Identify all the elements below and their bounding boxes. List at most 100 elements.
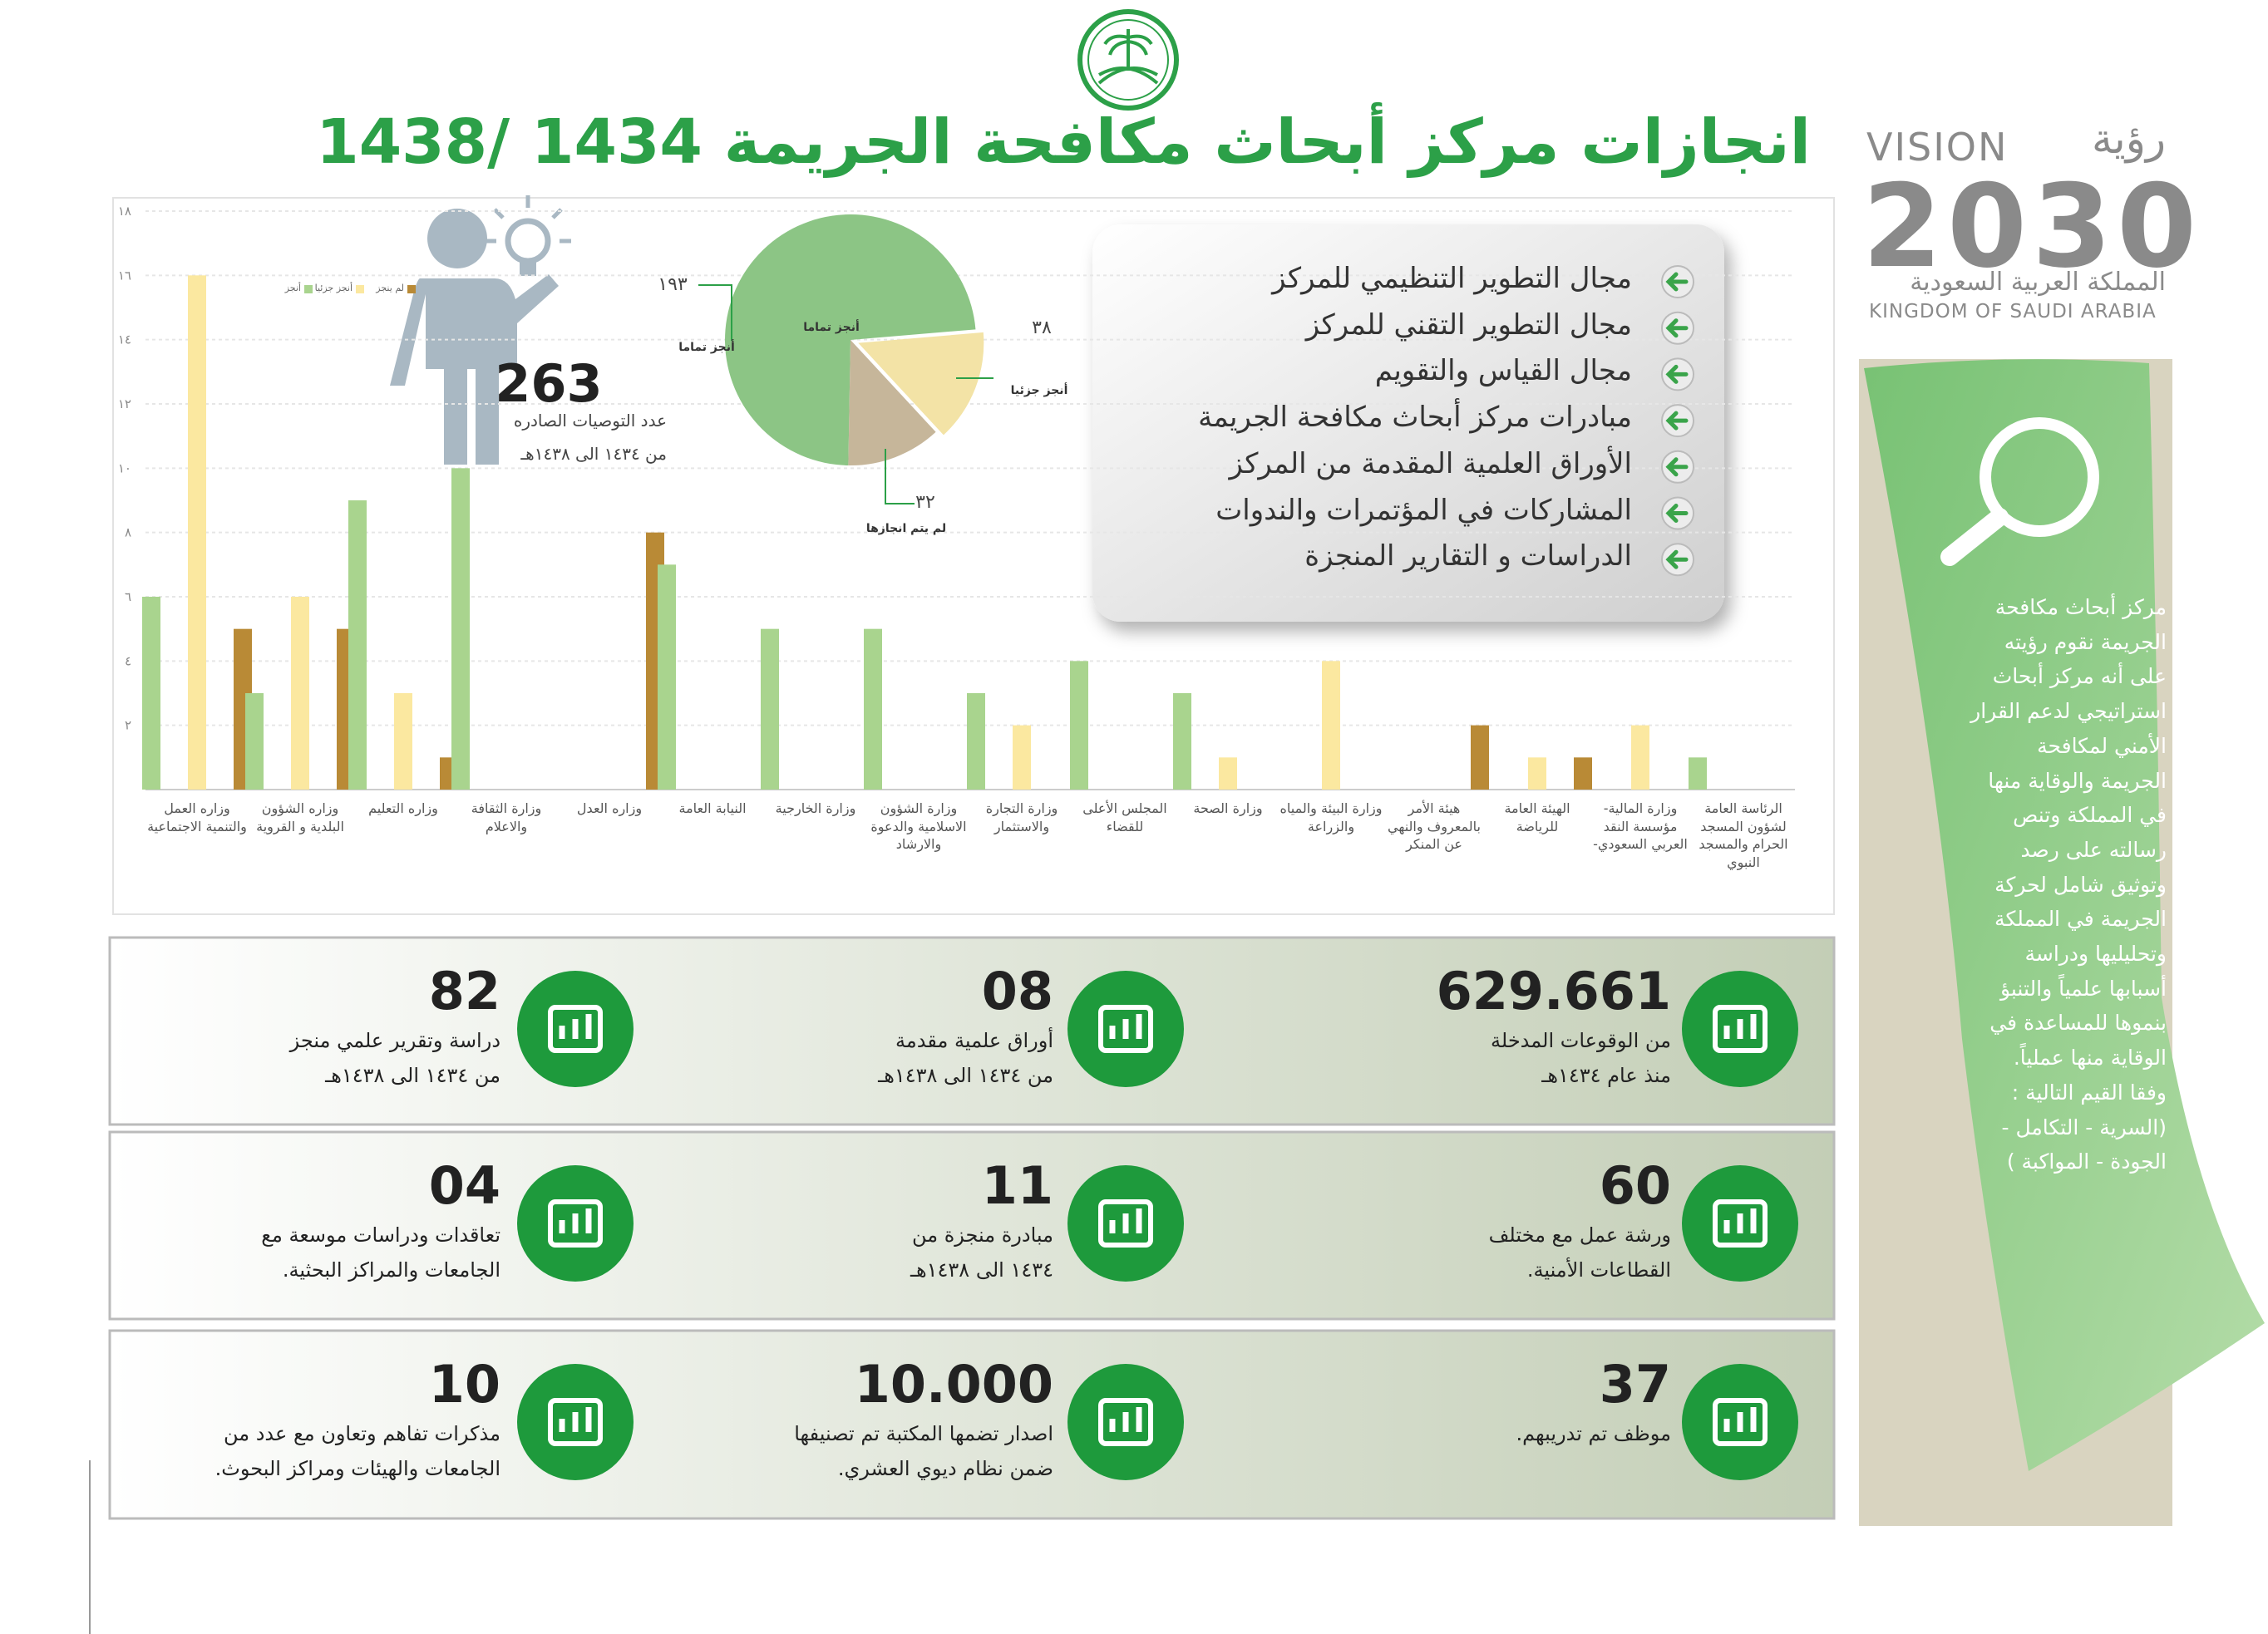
bar [245,693,264,790]
legend-swatch [304,285,313,293]
stat-value: 08 [981,961,1053,1021]
stat-text: الجامعات والمراكز البحثية. [282,1258,500,1282]
stat-text: الجامعات والهيئات ومراكز البحوث. [214,1457,500,1480]
vision-arabic: رؤية [2091,115,2166,163]
bar [658,564,676,790]
emblem [1077,9,1179,111]
stat-text: مبادرة منجزة من [911,1223,1053,1247]
pie-label: أنجز جزئيا [1010,384,1068,397]
stat-icon-glyph [1109,1407,1142,1432]
arrow-icon [1665,364,1689,384]
field-item: مبادرات مركز أبحاث مكافحة الجريمة [1198,401,1632,435]
bar [394,693,412,790]
stat-value: 11 [981,1155,1053,1216]
recommendations-value: 263 [495,353,603,414]
bar [291,597,309,790]
legend-swatch [407,285,416,293]
x-tick-label: وزاره التعليم [368,800,438,816]
leader-line [698,284,732,341]
pie-label: أنجز تماما [678,341,735,354]
bar [348,500,367,790]
stat-text: ١٤٣٤ الى ١٤٣٨هـ [910,1258,1053,1282]
sidebar-line: الجريمة في المملكة [1994,907,2167,932]
bar [967,693,985,790]
x-tick-label: وزاره الشؤون البلدية و القروية [256,800,344,834]
x-tick-label: وزارة التجارة والاستثمار [985,800,1058,834]
x-tick-label: وزارة المالية- مؤسسة النقد العربي السعود… [1593,800,1688,853]
sidebar-line: أسبابها علمياً والتنبؤ [1999,976,2167,1001]
stat-text: تعاقدات ودراسات موسعة مع [261,1223,500,1247]
y-tick-label: ٦ [125,589,131,604]
legend-label: لم ينجز [376,283,404,293]
bar [761,628,779,790]
stat-icon-glyph [1723,1014,1757,1039]
legend-label: أنجز جزئيا [314,283,353,293]
stat-icon-glyph [1098,1199,1153,1248]
stat-icon-glyph [548,1005,603,1053]
sidebar-line: الجريمة نقوم رؤيته [2004,629,2167,654]
pie-value-label: ٣٨ [1032,317,1052,338]
x-tick-label: النيابة العامة [678,800,747,816]
arrow-icon [1665,504,1689,523]
arrow-icon [1665,318,1689,338]
stat-value: 629.661 [1436,961,1671,1021]
sidebar-line: استراتيجي لدعم القرار [1970,699,2167,724]
x-tick-label: وزارة البيئة والمياه والزراعة [1279,800,1383,834]
stat-value: 60 [1599,1155,1671,1216]
stat-text: مذكرات تفاهم وتعاون مع عدد من [223,1422,500,1445]
field-item: الدراسات و التقارير المنجزة [1304,539,1632,573]
bar [1322,661,1340,790]
bar [1013,725,1031,790]
pie-label: لم يتم انجازها [865,522,947,535]
stat-icon-glyph [1109,1208,1142,1233]
stat-value: 82 [428,961,500,1021]
stat-icon-glyph [559,1407,592,1432]
sidebar-line: وتحليليها ودراسة [2024,942,2167,966]
legend-swatch [356,285,364,293]
pie-slice [725,214,976,465]
stat-text: ضمن نظام ديوي العشري. [837,1457,1053,1480]
y-tick-label: ١٠ [118,460,131,475]
stat-text: من الوقوعات المدخلة [1491,1029,1671,1052]
stat-icon-glyph [1098,1005,1153,1053]
sidebar-line: وفقا القيم التالية : [2011,1080,2167,1105]
x-tick-label: وزارة الخارجية [775,800,856,816]
x-tick-label: المجلس الأعلى للقضاء [1082,800,1167,834]
pie-value-label: ٣٢ [915,492,935,513]
bar [1574,757,1592,790]
x-tick-label: هيئة الأمر بالمعروف والنهي عن المنكر [1388,800,1481,853]
x-tick-label: الرئاسة العامة لشؤون المسجد الحرام والمس… [1699,800,1788,870]
stat-icon-glyph [548,1199,603,1248]
vision-kingdom: KINGDOM OF SAUDI ARABIA [1869,301,2157,322]
stat-icon-glyph [1713,1398,1768,1446]
stat-icon-glyph [1713,1005,1768,1053]
sidebar-line: في المملكة وتنص [2013,803,2167,828]
stat-text: موظف تم تدريبهم. [1516,1422,1671,1445]
bar [1471,725,1489,790]
bar [1528,757,1546,790]
bar [1689,757,1707,790]
stat-icon-glyph [1109,1014,1142,1039]
bar [451,468,470,790]
sidebar-line: (السرية - التكامل - [2001,1115,2167,1139]
fields-box [1092,224,1724,622]
stat-text: القطاعات الأمنية. [1526,1258,1671,1282]
stat-icon-glyph [1713,1199,1768,1248]
field-item: مجال التطوير التقني للمركز [1305,308,1632,342]
arrow-icon [1665,272,1689,292]
field-item: مجال القياس والتقويم [1374,354,1632,388]
vision-arabic-kingdom: المملكة العربية السعودية [1910,268,2166,297]
stat-value: 04 [428,1155,500,1216]
bar [142,597,160,790]
leader-line [885,449,915,504]
bar [188,275,206,790]
stat-icon-glyph [548,1398,603,1446]
stat-icon-glyph [1723,1208,1757,1233]
stat-icon-glyph [559,1014,592,1039]
bar [1219,757,1237,790]
bar [1070,661,1088,790]
bar [1631,725,1649,790]
stat-value: 37 [1599,1354,1671,1415]
